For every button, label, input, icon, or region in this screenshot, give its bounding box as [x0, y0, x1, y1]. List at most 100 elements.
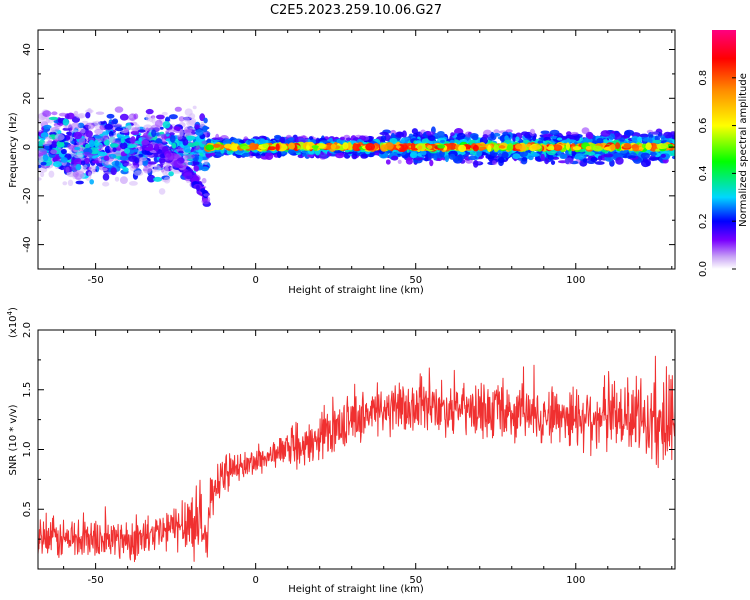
snr-y-ticks: 0.5 1.0 1.5 2.0	[22, 322, 675, 570]
spectrogram-y-tick-label: 40	[22, 43, 33, 56]
heatmap-cell	[119, 156, 130, 161]
heatmap-cell	[74, 154, 83, 159]
heatmap-cell	[660, 135, 666, 140]
heatmap-cell	[548, 155, 554, 161]
heatmap-cell	[420, 150, 427, 156]
heatmap-cell	[610, 143, 616, 151]
heatmap-cell	[429, 159, 434, 167]
heatmap-cell	[41, 150, 48, 156]
heatmap-cell	[128, 181, 138, 186]
heatmap-cell	[147, 174, 156, 183]
heatmap-cell	[254, 143, 259, 149]
snr-multiplier-exponent: 4	[6, 310, 14, 315]
heatmap-cell	[40, 161, 47, 166]
heatmap-cell	[306, 145, 310, 150]
snr-x-label: Height of straight line (km)	[288, 584, 424, 595]
heatmap-cell	[408, 133, 414, 138]
heatmap-cell	[200, 188, 206, 193]
heatmap-cell	[88, 124, 94, 131]
heatmap-cell	[594, 161, 605, 165]
heatmap-cell	[504, 135, 509, 142]
heatmap-cell	[397, 159, 402, 164]
heatmap-cell	[409, 152, 418, 159]
heatmap-cell	[648, 157, 658, 161]
heatmap-cell	[603, 153, 614, 158]
spectrogram-y-tick-label: -40	[22, 236, 33, 252]
heatmap-cell	[114, 127, 124, 132]
snr-y-multiplier: (x104)	[6, 307, 19, 338]
heatmap-cell	[650, 151, 657, 157]
heatmap-cell	[512, 153, 521, 160]
snr-x-ticks: -50 0 50 100	[63, 330, 673, 586]
heatmap-cell	[154, 143, 159, 152]
heatmap-cell	[600, 130, 611, 137]
spectrogram-y-ticks: -40 -20 0 20 40	[22, 43, 675, 270]
heatmap-cell	[553, 144, 563, 152]
heatmap-cell	[506, 144, 511, 151]
heatmap-cell	[140, 139, 150, 146]
heatmap-cell	[505, 129, 513, 133]
heatmap-cell	[660, 143, 669, 149]
heatmap-cell	[302, 153, 307, 157]
heatmap-cell	[100, 167, 108, 172]
snr-y-tick-label: 1.5	[22, 382, 33, 398]
snr-x-tick-label: -50	[87, 575, 103, 586]
heatmap-cell	[335, 152, 345, 159]
heatmap-cell	[38, 164, 42, 169]
heatmap-cell	[433, 154, 438, 161]
heatmap-cell	[427, 135, 436, 141]
heatmap-cell	[450, 132, 455, 137]
heatmap-cell	[457, 154, 463, 161]
heatmap-cell	[449, 153, 456, 160]
spectrogram-frame	[37, 29, 676, 270]
heatmap-cell	[529, 128, 536, 137]
heatmap-cell	[637, 136, 642, 142]
heatmap-cell	[352, 143, 357, 150]
heatmap-cell	[418, 145, 423, 150]
heatmap-cell	[631, 135, 639, 142]
heatmap-cell	[360, 153, 368, 159]
heatmap-cell	[171, 160, 181, 168]
heatmap-cell	[202, 125, 208, 133]
heatmap-cell	[142, 161, 149, 166]
heatmap-cell	[151, 116, 156, 124]
heatmap-cell	[385, 159, 391, 165]
heatmap-cell	[79, 137, 86, 145]
heatmap-cell	[652, 139, 663, 144]
heatmap-cell	[518, 138, 524, 144]
heatmap-cell	[168, 171, 174, 177]
heatmap-cell	[42, 110, 52, 117]
heatmap-cell	[347, 142, 352, 150]
snr-y-tick-label: 2.0	[22, 322, 33, 338]
heatmap-cell	[185, 132, 193, 136]
heatmap-cell	[87, 171, 92, 177]
heatmap-cell	[398, 144, 409, 152]
heatmap-cell	[624, 129, 635, 136]
heatmap-cell	[648, 137, 653, 144]
heatmap-cell	[298, 135, 309, 144]
snr-panel: -50 0 50 100 0.5 1.0 1.5 2.0 Height of straigh…	[6, 307, 676, 595]
heatmap-cell	[473, 160, 479, 168]
heatmap-cell	[137, 129, 146, 133]
heatmap-cell	[479, 146, 487, 150]
heatmap-cell	[395, 131, 404, 138]
spectrogram-y-label: Frequency (Hz)	[8, 112, 19, 188]
heatmap-cell	[187, 161, 193, 166]
heatmap-cell	[98, 144, 104, 150]
colorbar: 0.0 0.2 0.4 0.6 0.8 Normalized spectral ampl…	[698, 30, 749, 277]
heatmap-cell	[82, 151, 92, 156]
heatmap-cell	[671, 133, 675, 140]
heatmap-cell	[405, 158, 413, 165]
heatmap-cell	[224, 143, 233, 149]
heatmap-cell	[158, 188, 166, 195]
heatmap-cell	[59, 165, 65, 171]
heatmap-cell	[167, 129, 176, 133]
heatmap-cell	[195, 129, 204, 136]
heatmap-cell	[161, 111, 168, 116]
spectrogram-panel: -50 0 50 100 -40 -20 0 20 40 Height of straight…	[8, 29, 676, 296]
heatmap-cell	[52, 161, 62, 168]
heatmap-cell	[559, 153, 568, 159]
heatmap-cell	[288, 142, 295, 150]
heatmap-cell	[104, 145, 111, 154]
